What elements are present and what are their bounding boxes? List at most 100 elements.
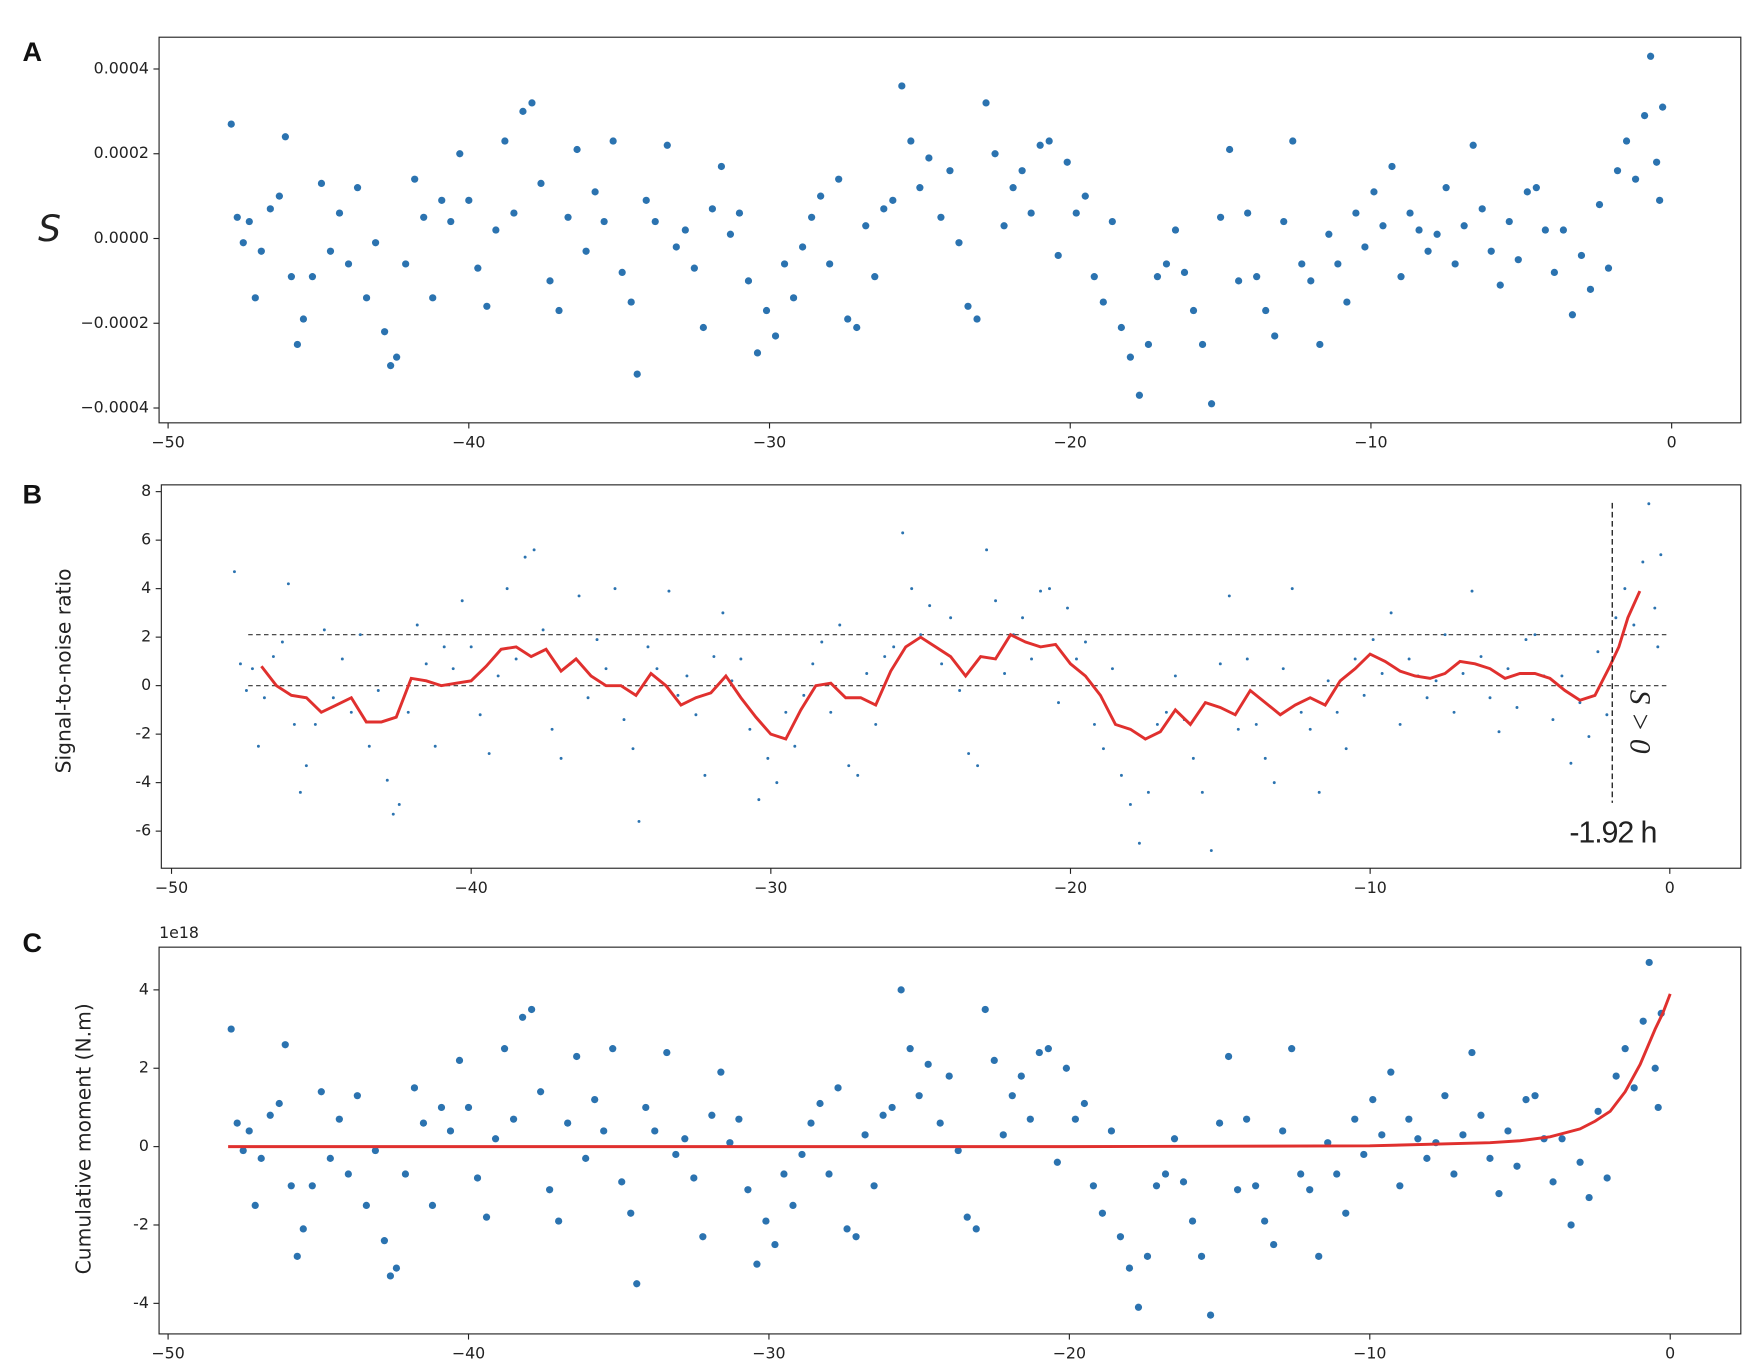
- data-point: [916, 184, 924, 192]
- data-point: [690, 264, 698, 272]
- data-point: [1036, 141, 1044, 149]
- data-point: [925, 154, 933, 162]
- data-point: [1522, 1095, 1530, 1104]
- data-point: [1226, 145, 1234, 154]
- data-point: [1218, 662, 1222, 666]
- data-point: [1039, 589, 1042, 593]
- data-point: [287, 273, 296, 281]
- data-point: [340, 657, 344, 661]
- data-point: [964, 302, 972, 310]
- data-point: [1459, 1131, 1467, 1139]
- data-point: [227, 120, 235, 128]
- data-point: [1442, 184, 1450, 192]
- data-point: [1612, 1072, 1620, 1080]
- y-tick-label: 2: [141, 627, 151, 646]
- data-point: [1057, 701, 1060, 705]
- y-axis-label: S: [38, 208, 61, 250]
- data-point: [871, 273, 879, 281]
- data-point: [1577, 251, 1586, 260]
- data-point: [1110, 667, 1114, 671]
- data-point: [843, 1225, 851, 1233]
- data-point: [262, 696, 266, 700]
- data-point: [456, 150, 464, 158]
- data-point: [1162, 260, 1171, 268]
- data-point: [509, 1115, 518, 1123]
- data-point: [555, 1217, 563, 1225]
- data-point: [564, 213, 572, 221]
- data-point: [591, 188, 599, 196]
- data-point: [1161, 1170, 1170, 1178]
- data-point: [257, 1154, 265, 1162]
- x-tick-label: −20: [1054, 878, 1087, 897]
- data-point: [672, 1150, 680, 1159]
- data-point: [972, 1225, 980, 1233]
- data-point: [817, 192, 825, 200]
- data-point: [1026, 1115, 1034, 1123]
- data-point: [1271, 332, 1279, 340]
- data-point: [663, 141, 671, 149]
- data-point: [464, 1103, 473, 1112]
- data-point: [744, 1186, 752, 1194]
- x-tick-label: −30: [754, 878, 787, 897]
- data-point: [1370, 188, 1378, 196]
- data-point: [994, 599, 998, 603]
- data-point: [266, 205, 274, 213]
- data-point: [1281, 667, 1285, 671]
- data-point: [1362, 693, 1366, 697]
- data-point: [573, 145, 581, 154]
- data-point: [1378, 1131, 1386, 1139]
- data-point: [1045, 137, 1053, 145]
- data-point: [735, 1115, 743, 1123]
- data-point: [385, 778, 389, 782]
- data-point: [1306, 1186, 1314, 1194]
- data-point: [820, 640, 824, 644]
- data-point: [937, 213, 945, 221]
- data-point: [1639, 1017, 1647, 1025]
- data-point: [735, 209, 744, 217]
- data-point: [762, 1217, 770, 1225]
- data-point: [519, 107, 527, 115]
- data-point: [955, 239, 963, 247]
- data-point: [681, 226, 689, 234]
- data-point: [1334, 260, 1342, 268]
- data-point: [771, 1240, 779, 1249]
- data-point: [1613, 167, 1622, 175]
- data-point: [1180, 268, 1189, 277]
- data-point: [1171, 226, 1180, 234]
- data-point: [699, 1233, 707, 1241]
- data-point: [757, 798, 761, 802]
- data-point: [717, 162, 726, 171]
- x-tick-label: −50: [151, 1344, 184, 1363]
- data-point: [1654, 1103, 1662, 1112]
- data-point: [712, 655, 716, 659]
- data-point: [1173, 674, 1177, 678]
- data-point: [609, 1045, 617, 1053]
- data-point: [870, 1182, 878, 1190]
- data-point: [410, 1084, 419, 1092]
- plot-frame: [158, 946, 1742, 1335]
- y-axis-label: Signal-to-noise ratio: [51, 568, 75, 773]
- data-point: [883, 655, 887, 659]
- data-point: [1017, 1072, 1025, 1080]
- plot-frame: [158, 36, 1742, 424]
- data-point: [1645, 958, 1653, 967]
- data-point: [293, 340, 302, 349]
- data-point: [1569, 761, 1573, 765]
- data-point: [1621, 1045, 1629, 1053]
- data-point: [633, 370, 641, 378]
- data-point: [1272, 781, 1276, 785]
- data-point: [1659, 103, 1667, 111]
- data-point: [708, 1111, 716, 1119]
- data-point: [766, 756, 770, 760]
- data-point: [313, 722, 317, 726]
- data-point: [386, 1272, 395, 1280]
- data-point: [344, 1170, 352, 1178]
- y-tick-label: −0.0002: [80, 313, 148, 332]
- data-point: [834, 1084, 842, 1092]
- data-point: [1647, 502, 1651, 506]
- data-point: [433, 744, 437, 748]
- data-point: [1245, 657, 1249, 661]
- data-point: [1116, 1233, 1125, 1241]
- data-point: [1090, 273, 1098, 281]
- data-point: [591, 1095, 599, 1104]
